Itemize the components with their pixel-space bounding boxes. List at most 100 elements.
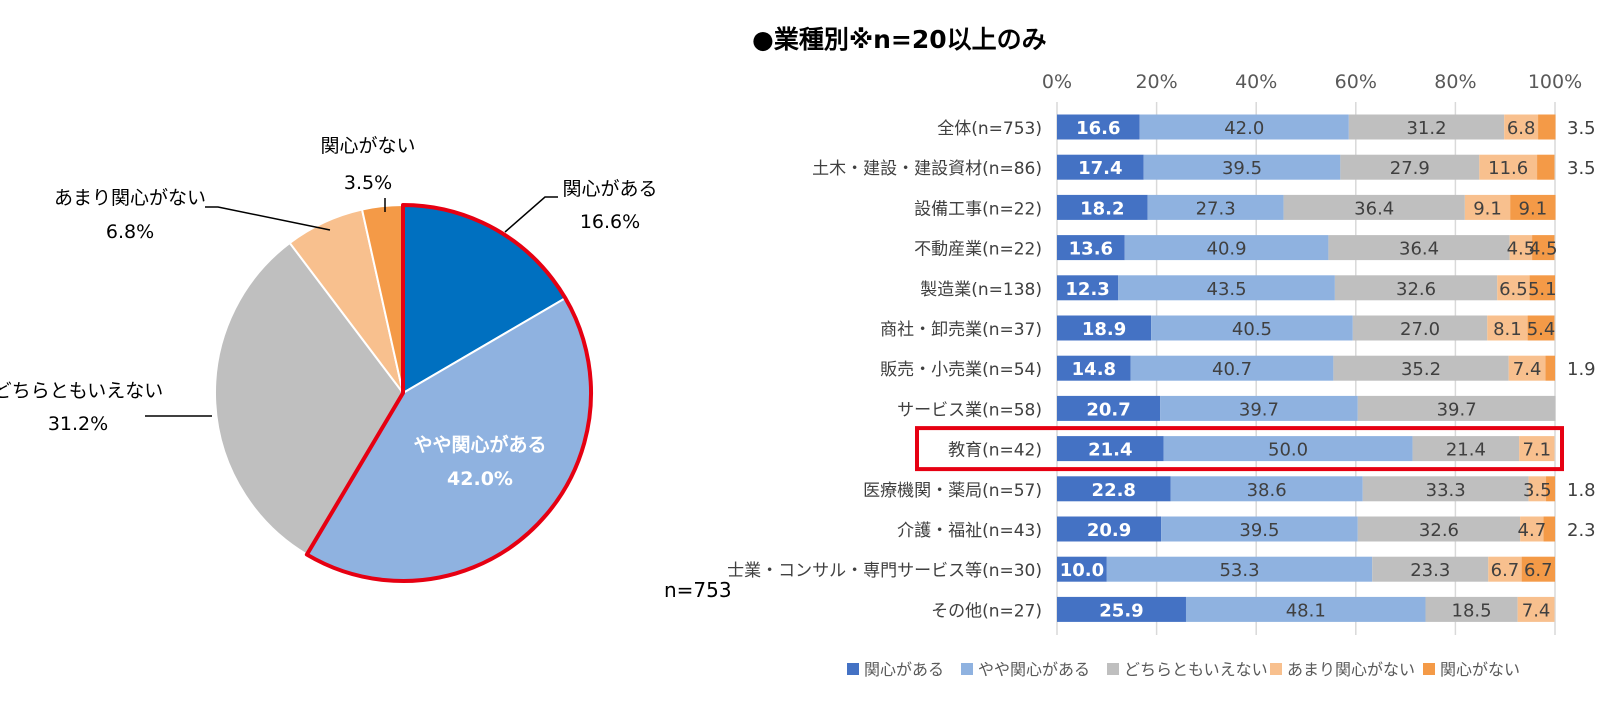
data-label: 50.0 [1268, 440, 1308, 461]
data-label: 33.3 [1426, 480, 1466, 501]
bar-segment [1412, 436, 1520, 462]
bar-segment [1334, 275, 1498, 301]
bar-segment [1488, 556, 1522, 582]
bar-segment [1170, 476, 1363, 502]
bar-chart-title: ●業種別※n=20以上のみ [752, 25, 1047, 54]
data-label: 5.4 [1527, 319, 1556, 340]
data-label: 20.7 [1086, 399, 1130, 420]
category-label: 製造業(n=138) [920, 280, 1042, 300]
bar-segment [1543, 516, 1555, 542]
data-label: 6.8 [1507, 118, 1536, 139]
bar-segment [1130, 355, 1334, 381]
category-label: 土木・建設・建設資材(n=86) [812, 159, 1042, 179]
bar-segment [1057, 476, 1171, 502]
bar-segment [1057, 114, 1140, 140]
category-label: サービス業(n=58) [897, 400, 1042, 420]
bar-segment [1057, 355, 1131, 381]
data-label: 9.1 [1473, 198, 1502, 219]
data-label: 13.6 [1069, 239, 1113, 260]
bar-segment [1528, 476, 1547, 502]
bar-segment [1124, 235, 1329, 261]
data-label: 36.4 [1354, 198, 1394, 219]
bar-segment [1537, 154, 1555, 180]
bar-segment [1139, 114, 1349, 140]
data-label: 25.9 [1099, 600, 1143, 621]
bar-segment [1527, 315, 1555, 341]
bar-segment [1362, 476, 1529, 502]
data-label: 39.7 [1437, 399, 1477, 420]
pie-highlight-outline [304, 203, 593, 583]
bar-segment [1163, 436, 1413, 462]
data-label: 6.7 [1491, 560, 1520, 581]
data-label: 39.5 [1222, 158, 1262, 179]
legend-label: どちらともいえない [1124, 660, 1268, 679]
bar-segment [1504, 114, 1539, 140]
x-tick-label: 100% [1528, 71, 1582, 93]
data-label: 27.0 [1400, 319, 1440, 340]
data-label: 31.2 [1406, 118, 1446, 139]
data-label: 43.5 [1207, 279, 1247, 300]
bar-segment [1106, 556, 1373, 582]
data-label: 4.7 [1518, 520, 1547, 541]
data-label: 1.8 [1567, 480, 1596, 501]
bar-segment [1509, 235, 1533, 261]
pie-label-value: 16.6% [580, 211, 640, 233]
bar-segment [1340, 154, 1480, 180]
bar-segment [1464, 194, 1511, 220]
bar-segment [1545, 355, 1555, 381]
data-label: 18.5 [1452, 600, 1492, 621]
legend-label: 関心がない [1440, 660, 1520, 679]
bar-segment [1352, 315, 1488, 341]
bar-segment [1372, 556, 1489, 582]
bar-segment [1333, 355, 1509, 381]
pie-chart: 関心がある 16.6% やや関心がある 42.0% どちらともいえない 31.2% あまり関… [0, 135, 658, 583]
legend-swatch [961, 663, 973, 675]
data-label: 3.5 [1567, 158, 1596, 179]
bar-segment [1057, 315, 1152, 341]
data-label: 6.7 [1524, 560, 1553, 581]
data-label: 38.6 [1247, 480, 1287, 501]
bar-segment [1529, 275, 1555, 301]
bar-segment [1151, 315, 1353, 341]
data-label: 32.6 [1419, 520, 1459, 541]
data-label: 12.3 [1065, 279, 1109, 300]
bar-segment [1520, 516, 1544, 542]
bar-segment [1160, 395, 1358, 421]
data-label: 3.5 [1523, 480, 1552, 501]
category-label: 介護・福祉(n=43) [897, 521, 1042, 541]
pie-sample-size: n=753 [664, 578, 732, 602]
bar-segment [1143, 154, 1341, 180]
data-label: 40.5 [1232, 319, 1272, 340]
data-label: 4.5 [1507, 239, 1536, 260]
bar-segment [1497, 275, 1530, 301]
pie-leader-line [205, 206, 331, 231]
data-label: 14.8 [1072, 359, 1116, 380]
legend-swatch [847, 663, 859, 675]
bar-segment [1147, 194, 1284, 220]
category-label: 不動産業(n=22) [914, 240, 1042, 260]
bar-segment [1538, 114, 1556, 140]
data-label: 18.2 [1080, 198, 1124, 219]
bar-segment [1487, 315, 1528, 341]
x-tick-label: 60% [1335, 71, 1377, 93]
bar-segment [1057, 194, 1148, 220]
category-label: 医療機関・薬局(n=57) [863, 481, 1042, 501]
data-label: 11.6 [1488, 158, 1528, 179]
bar-segment [1057, 235, 1125, 261]
pie-label-name: どちらともいえない [0, 380, 163, 402]
stacked-bar-chart: 0% 20% 40% 60% 80% 100% 全体(n=753) 16.6 42.0 31.2 6… [727, 71, 1596, 679]
bar-segment [1425, 596, 1518, 622]
legend-label: やや関心がある [978, 660, 1090, 679]
legend-label: 関心がある [864, 660, 944, 679]
bar-segment [1510, 194, 1556, 220]
data-label: 22.8 [1092, 480, 1136, 501]
category-label: 販売・小売業(n=54) [880, 360, 1042, 380]
data-label: 20.9 [1087, 520, 1131, 541]
data-label: 32.6 [1396, 279, 1436, 300]
bar-segment [1161, 516, 1358, 542]
pie-label-name: やや関心がある [413, 433, 546, 456]
pie-label-name: 関心がある [562, 178, 657, 200]
pie-slice [214, 241, 405, 556]
pie-label-name: 関心がない [320, 135, 415, 157]
